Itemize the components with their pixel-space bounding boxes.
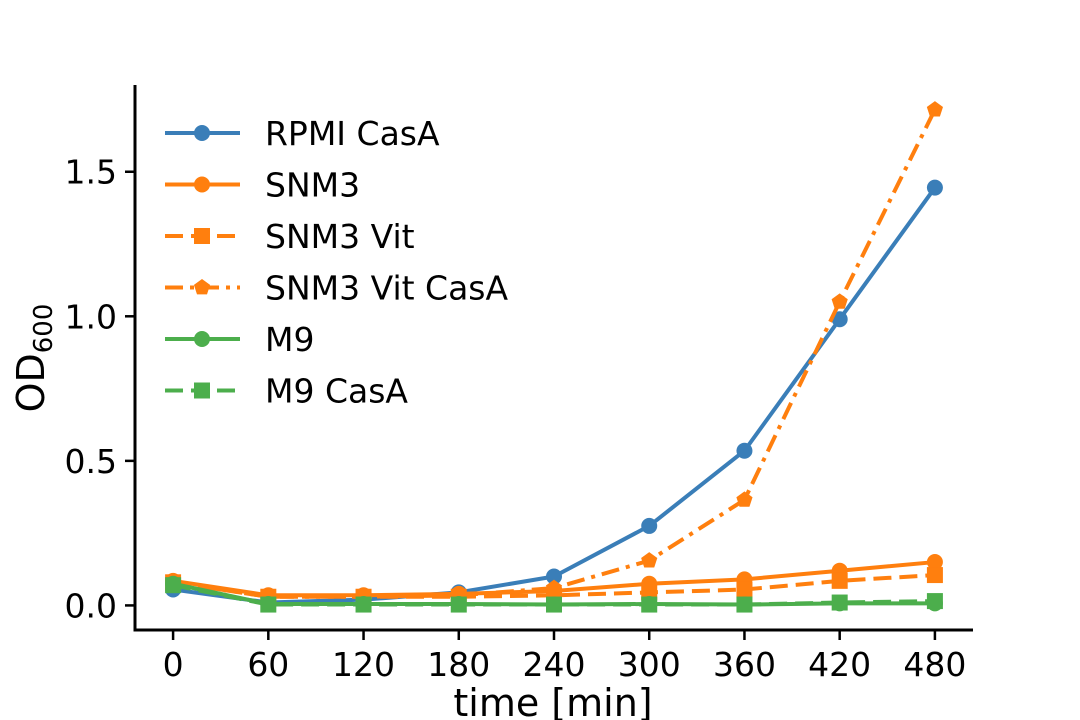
data-point — [736, 581, 753, 598]
data-point — [926, 593, 943, 610]
y-axis-label-subscript: 600 — [29, 304, 59, 354]
data-point — [831, 311, 848, 328]
x-tick-label: 300 — [618, 645, 681, 684]
x-tick-label: 120 — [332, 645, 395, 684]
legend-marker — [194, 228, 210, 244]
legend-entry: SNM3 Vit CasA — [165, 269, 508, 308]
series-line — [172, 573, 936, 599]
legend-entry: M9 — [165, 320, 314, 359]
x-tick-label: 240 — [523, 645, 586, 684]
legend-label: M9 CasA — [265, 372, 408, 411]
data-point — [641, 517, 658, 534]
x-axis-label: time [min] — [453, 681, 652, 720]
data-point — [546, 568, 562, 585]
x-tick-label: 480 — [903, 645, 966, 684]
data-point — [165, 577, 182, 594]
legend-label: SNM3 Vit — [265, 217, 415, 256]
x-tick-label: 60 — [247, 645, 289, 684]
series-m9-casa — [165, 577, 943, 613]
legend-marker — [194, 331, 210, 347]
data-point — [831, 594, 848, 611]
y-tick-label: 1.5 — [65, 153, 117, 192]
data-point — [641, 552, 658, 568]
data-point — [926, 554, 943, 571]
data-point — [641, 584, 658, 601]
data-point — [831, 293, 848, 309]
data-point — [260, 596, 277, 613]
data-point — [926, 567, 943, 584]
data-point — [450, 596, 467, 613]
data-point — [546, 596, 562, 613]
legend-entry: M9 CasA — [165, 372, 408, 411]
data-point — [545, 579, 563, 595]
x-tick-label: 0 — [163, 645, 184, 684]
data-point — [641, 596, 658, 613]
y-axis-label-main: OD — [9, 353, 53, 412]
legend-label: SNM3 — [265, 166, 360, 205]
legend-marker — [193, 279, 211, 295]
x-tick-label: 360 — [713, 645, 776, 684]
legend-label: RPMI CasA — [265, 114, 440, 153]
legend: RPMI CasA SNM3 SNM3 Vit SNM3 Vit CasA M9 M9 C… — [165, 114, 508, 411]
y-axis-label: OD600 — [9, 304, 59, 413]
series-layer — [165, 101, 943, 613]
legend-entry: RPMI CasA — [165, 114, 440, 153]
y-tick-label: 0.5 — [65, 442, 117, 481]
axes-layer — [133, 85, 973, 632]
data-point — [736, 491, 753, 507]
y-tick-label: 0.0 — [65, 586, 117, 625]
x-tick-label: 180 — [427, 645, 490, 684]
x-tick-label: 420 — [808, 645, 871, 684]
y-tick-label: 1.0 — [65, 297, 117, 336]
legend-marker — [194, 125, 210, 141]
legend-entry: SNM3 Vit — [165, 217, 415, 256]
legend-marker — [194, 382, 210, 399]
series-line — [172, 583, 935, 607]
data-point — [831, 572, 848, 589]
legend-label: SNM3 Vit CasA — [265, 269, 508, 308]
legend-marker — [194, 176, 210, 193]
ticks-layer: 0 60 120 180 240 300 360 420 480 0.0 0.5 1.0 1.5 — [65, 153, 967, 684]
data-point — [926, 101, 943, 117]
data-point — [736, 596, 753, 613]
legend-label: M9 — [265, 320, 314, 359]
legend-entry: SNM3 — [165, 166, 360, 205]
data-point — [736, 442, 753, 459]
data-point — [355, 596, 372, 613]
data-point — [926, 179, 943, 196]
